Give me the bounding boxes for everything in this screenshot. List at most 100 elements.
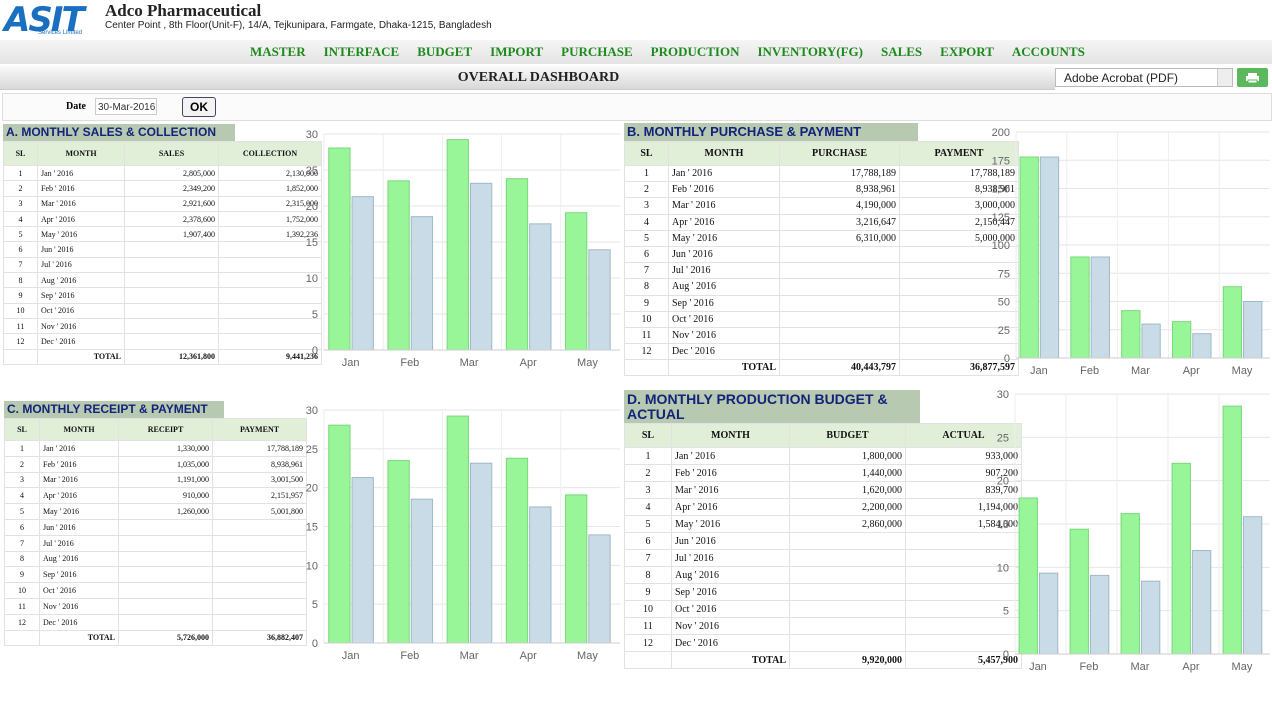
bar <box>588 249 611 351</box>
data-table: SL MONTH SALES COLLECTION 1 Jan ' 2016 2,805,0… <box>3 141 322 365</box>
table-cell: Jun ' 2016 <box>39 518 119 536</box>
table-cell: 5 <box>624 229 669 247</box>
table-cell: Nov ' 2016 <box>668 326 780 345</box>
table-cell: 9 <box>624 294 669 312</box>
menu-item[interactable]: ACCOUNTS <box>1011 44 1085 59</box>
table-cell <box>4 629 40 647</box>
table-cell <box>124 272 219 289</box>
export-format-select[interactable]: Adobe Acrobat (PDF) <box>1055 68 1233 87</box>
total-row: TOTAL 40,443,797 36,877,597 <box>624 359 1019 377</box>
total-cell: 36,877,597 <box>899 359 1019 377</box>
y-tick-label: 5 <box>312 599 318 611</box>
table-cell <box>124 256 219 274</box>
bar <box>1222 405 1242 655</box>
y-tick-label: 0 <box>312 345 318 357</box>
table-cell <box>789 634 906 652</box>
table-row: 7 Jul ' 2016 <box>624 262 1019 280</box>
menu-item[interactable]: EXPORT <box>940 44 994 59</box>
table-cell: 5 <box>624 515 672 533</box>
table-cell: Apr ' 2016 <box>671 498 790 516</box>
table-cell: 8 <box>624 566 672 584</box>
y-tick-label: 10 <box>997 562 1009 574</box>
x-tick-label: Mar <box>1131 365 1150 377</box>
table-row: 11 Nov ' 2016 <box>4 597 307 615</box>
table-row: 9 Sep ' 2016 <box>4 566 307 584</box>
table-cell: 4 <box>4 487 40 505</box>
chart: 0 5 10 15 20 25 30 Jan Feb Mar Apr May <box>997 389 1270 673</box>
total-cell: 9,920,000 <box>789 651 906 669</box>
menu-item[interactable]: IMPORT <box>490 44 544 59</box>
bar <box>1070 256 1090 359</box>
y-tick-label: 30 <box>306 129 318 141</box>
panel-title: C. MONTHLY RECEIPT & PAYMENT <box>4 401 224 418</box>
panel-title: B. MONTHLY PURCHASE & PAYMENT <box>624 123 918 141</box>
table-cell: Nov ' 2016 <box>37 317 125 335</box>
table-cell: Oct ' 2016 <box>39 582 119 599</box>
menu-item[interactable]: PRODUCTION <box>650 44 740 59</box>
x-tick-label: May <box>1232 365 1253 377</box>
table-cell: 8,938,961 <box>779 181 900 199</box>
table-row: 8 Aug ' 2016 <box>4 550 307 568</box>
bar <box>1242 516 1263 655</box>
total-cell: 36,882,407 <box>212 629 307 647</box>
menu-item[interactable]: PURCHASE <box>561 44 633 59</box>
menu-item[interactable]: BUDGET <box>417 44 473 59</box>
table-cell <box>789 549 906 567</box>
table-cell <box>3 348 38 365</box>
bar <box>469 462 493 644</box>
table-cell: 907,200 <box>905 464 1022 482</box>
table-cell: 12 <box>624 634 672 652</box>
table-cell: Aug ' 2016 <box>668 278 780 296</box>
table-cell: May ' 2016 <box>39 503 119 520</box>
column-header: MONTH <box>671 423 790 448</box>
table-cell <box>789 566 906 584</box>
table-cell: Dec ' 2016 <box>37 333 125 350</box>
chart: 0 25 50 75 100 125 150 175 200 Jan Feb Mar Apr May <box>992 127 1270 377</box>
table-cell: Aug ' 2016 <box>39 550 119 568</box>
table-cell: 1 <box>3 164 38 182</box>
table-row: 8 Aug ' 2016 <box>624 566 1022 584</box>
date-input[interactable]: 30-Mar-2016 <box>95 98 157 115</box>
bar <box>1171 462 1191 655</box>
table-cell <box>212 566 307 584</box>
table-cell <box>118 550 213 568</box>
table-cell: Sep ' 2016 <box>37 287 125 304</box>
column-header: BUDGET <box>789 423 906 448</box>
header-row: SL MONTH SALES COLLECTION <box>3 141 322 166</box>
table-cell: Apr ' 2016 <box>39 487 119 505</box>
table-cell <box>779 326 900 345</box>
dashboard-title: OVERALL DASHBOARD <box>457 70 620 85</box>
table-cell: 6 <box>624 532 672 550</box>
table-row: 2 Feb ' 2016 1,035,000 8,938,961 <box>4 455 307 473</box>
menu-item[interactable]: MASTER <box>250 44 306 59</box>
print-button[interactable] <box>1237 68 1268 87</box>
data-table: SL MONTH BUDGET ACTUAL 1 Jan ' 2016 1,800,000 9… <box>624 423 1022 669</box>
table-cell: Sep ' 2016 <box>39 566 119 584</box>
menu-item[interactable]: INTERFACE <box>323 44 400 59</box>
table-cell: Jun ' 2016 <box>668 245 780 264</box>
bar <box>446 139 469 351</box>
table-cell: 2 <box>4 455 40 473</box>
y-tick-label: 20 <box>997 476 1009 488</box>
ok-button[interactable]: OK <box>182 97 216 117</box>
table-cell <box>212 582 307 599</box>
column-header: PAYMENT <box>212 418 307 441</box>
bar <box>1090 256 1110 359</box>
table-cell: Feb ' 2016 <box>37 180 125 197</box>
menu-item[interactable]: INVENTORY(FG) <box>757 44 863 59</box>
y-tick-label: 125 <box>992 212 1010 224</box>
table-row: 11 Nov ' 2016 <box>3 317 322 335</box>
table-row: 7 Jul ' 2016 <box>624 549 1022 567</box>
table-cell: 9 <box>4 566 40 584</box>
table-row: 10 Oct ' 2016 <box>624 310 1019 328</box>
bar <box>529 506 552 644</box>
panel-title: D. MONTHLY PRODUCTION BUDGET & ACTUAL <box>624 390 920 424</box>
table-cell <box>124 317 219 335</box>
menu-item[interactable]: SALES <box>880 44 923 59</box>
table-cell: 9 <box>3 287 38 304</box>
table-cell: 3,001,500 <box>212 471 307 489</box>
table-cell: Aug ' 2016 <box>671 566 790 584</box>
table-row: 7 Jul ' 2016 <box>3 256 322 274</box>
table-cell <box>624 651 672 669</box>
table-cell: 1 <box>624 164 669 183</box>
